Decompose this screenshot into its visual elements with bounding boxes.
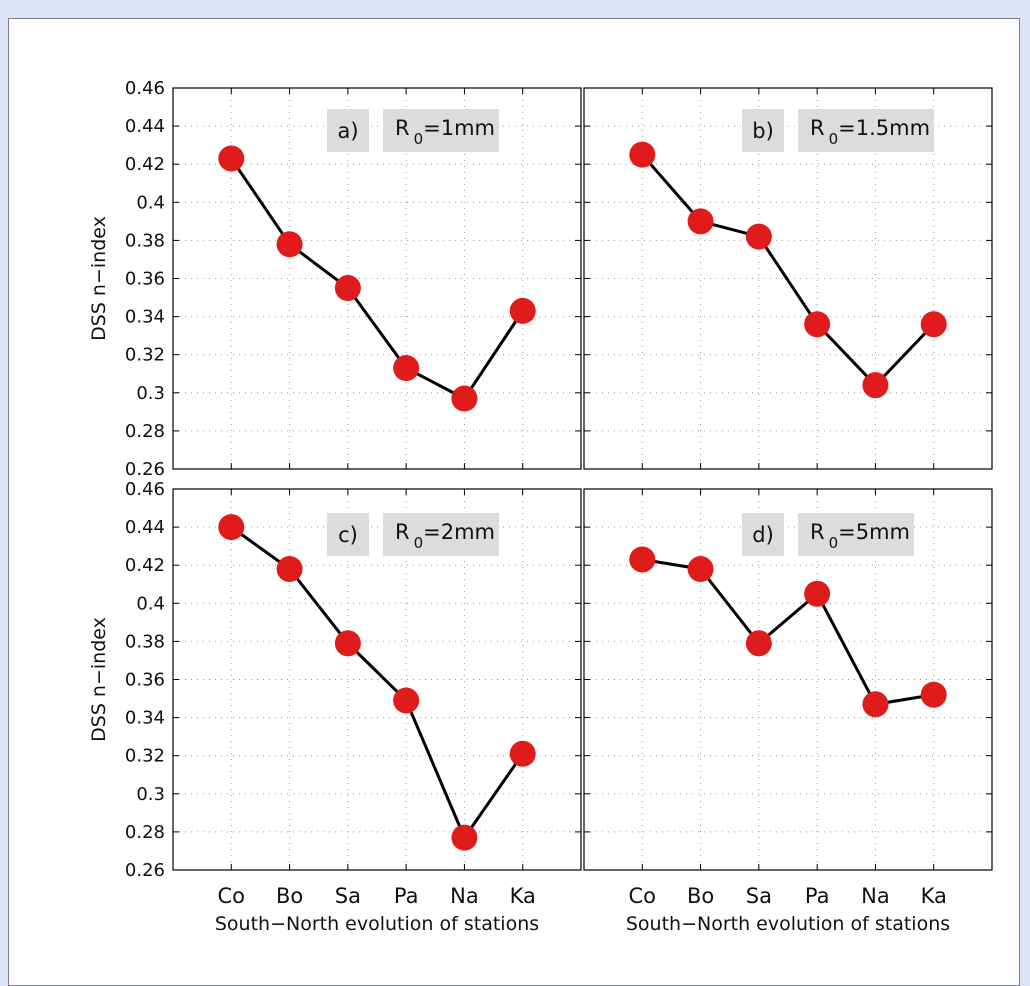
radius-annotation-box [798,513,914,556]
data-point [334,630,361,657]
x-tick-label: Bo [276,884,303,908]
radius-annotation: R 0=1mm [395,116,495,148]
y-axis-title: DSS n−index [88,617,110,742]
y-tick-label: 0.3 [136,383,165,404]
data-point [451,824,478,851]
data-point [509,297,536,324]
x-axis-title: South−North evolution of stations [215,913,539,935]
data-point [451,385,478,412]
data-point [862,372,889,399]
data-point [862,691,889,718]
y-tick-label: 0.38 [125,631,165,652]
data-point [393,687,420,714]
plot-border [583,87,993,470]
y-tick-label: 0.28 [125,421,165,442]
panel-label-box [327,513,369,556]
panel-label: b) [752,119,774,143]
y-tick-label: 0.4 [136,593,165,614]
data-point [218,145,245,172]
y-axis-title: DSS n−index [88,216,110,341]
plot-border [172,488,582,871]
y-tick-label: 0.36 [125,670,165,691]
panel-label: a) [337,119,358,143]
data-point [218,514,245,541]
figure-frame: 0.26 0.28 0.3 0.32 0.34 0.36 0.38 0.4 0.42 0.44 0.… [8,18,1020,986]
data-point [393,355,420,382]
y-tick-label: 0.4 [136,192,165,213]
series-line [230,157,524,401]
x-tick-label: Pa [805,884,830,908]
x-axis-title: South−North evolution of stations [626,913,950,935]
figure-svg: 0.26 0.28 0.3 0.32 0.34 0.36 0.38 0.4 0.42 0.44 0.… [88,78,993,935]
y-tick-label: 0.32 [125,746,165,767]
y-tick-label: 0.46 [125,78,165,99]
y-tick-label: 0.28 [125,822,165,843]
radius-annotation: R 0=5mm [810,520,910,552]
data-point [276,231,303,258]
panel-label: d) [752,523,774,547]
radius-annotation: R 0=2mm [395,520,495,552]
y-tick-label: 0.26 [125,860,165,881]
panel-label-box [742,109,784,152]
y-tick-label: 0.36 [125,269,165,290]
data-point [687,556,714,583]
data-point [804,580,831,607]
data-point [334,275,361,302]
radius-annotation-box [383,109,499,152]
radius-annotation: R 0=1.5mm [810,116,930,148]
data-point [804,311,831,338]
data-point [629,141,656,168]
plot-border [172,87,582,470]
x-tick-label: Ka [510,884,536,908]
panel-b: b) R 0=1.5mm [583,87,993,470]
panel-label-box [327,109,369,152]
data-point [687,208,714,235]
x-tick-label: Sa [746,884,772,908]
x-tick-label: Pa [394,884,419,908]
y-tick-label: 0.34 [125,307,165,328]
data-point [920,681,947,708]
x-tick-label: Sa [335,884,361,908]
data-point [745,223,772,250]
panel-d: Co Bo Sa Pa Na Ka South−North evolution of sta… [583,488,993,935]
panel-c: 0.26 0.28 0.3 0.32 0.34 0.36 0.38 0.4 0.42 0.44 0.… [88,479,582,935]
radius-annotation-box [383,513,499,556]
y-tick-label: 0.46 [125,479,165,500]
panel-label: c) [338,523,358,547]
x-tick-label: Bo [687,884,714,908]
radius-annotation-box [798,109,934,152]
data-point [276,556,303,583]
series-line [641,153,935,387]
x-tick-label: Na [450,884,479,908]
x-tick-label: Co [218,884,246,908]
y-tick-label: 0.44 [125,517,165,538]
y-tick-label: 0.42 [125,154,165,175]
y-tick-label: 0.42 [125,555,165,576]
data-point [509,740,536,767]
y-tick-label: 0.34 [125,708,165,729]
y-tick-label: 0.26 [125,459,165,480]
data-point [629,546,656,573]
y-tick-label: 0.38 [125,230,165,251]
x-tick-label: Na [861,884,890,908]
plot-border [583,488,993,871]
y-tick-label: 0.3 [136,784,165,805]
x-tick-label: Ka [921,884,947,908]
panel-label-box [742,513,784,556]
panel-a: 0.26 0.28 0.3 0.32 0.34 0.36 0.38 0.4 0.42 0.44 0.… [88,78,582,480]
y-tick-label: 0.44 [125,116,165,137]
data-point [920,311,947,338]
x-tick-label: Co [629,884,657,908]
y-tick-label: 0.32 [125,345,165,366]
data-point [745,630,772,657]
